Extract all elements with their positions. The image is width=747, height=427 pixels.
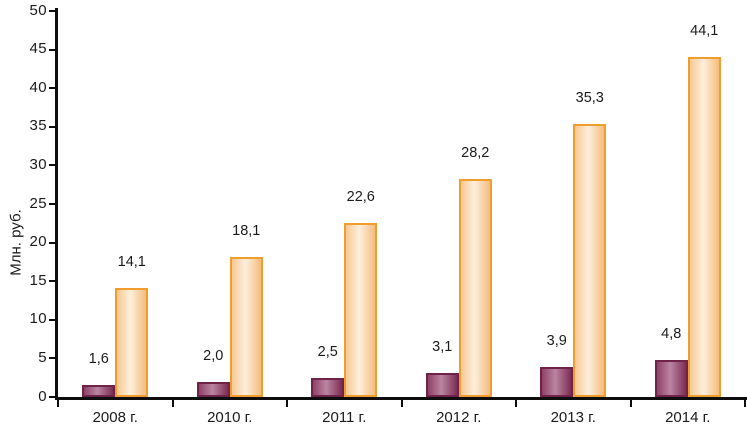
x-category-label: 2013 г. [550, 409, 596, 426]
x-category-label: 2011 г. [322, 409, 367, 426]
x-category-label: 2010 г. [207, 409, 253, 426]
bar-value-label: 3,1 [432, 339, 453, 356]
x-axis-tick [57, 400, 59, 407]
bar [540, 366, 574, 397]
bar-value-label: 1,6 [88, 350, 109, 367]
bar [115, 288, 149, 397]
bar [229, 257, 263, 397]
bar-value-label: 2,0 [203, 347, 224, 364]
y-axis-tick [49, 164, 55, 167]
bar-value-label: 3,9 [546, 332, 567, 349]
y-axis-tick [49, 318, 55, 321]
y-tick-label: 45 [29, 40, 47, 58]
y-axis-tick [49, 87, 55, 90]
bar [654, 359, 688, 397]
bar-value-label: 14,1 [117, 254, 146, 271]
bar [196, 381, 230, 397]
y-axis-tick [49, 48, 55, 51]
bar-value-label: 28,2 [461, 145, 490, 162]
y-axis-tick [49, 125, 55, 128]
bar [82, 384, 116, 397]
bar [458, 179, 492, 397]
y-axis-tick [49, 241, 55, 244]
y-tick-label: 35 [29, 117, 47, 135]
y-tick-label: 25 [29, 194, 47, 212]
x-category-label: 2008 г. [92, 409, 138, 426]
x-axis-tick [744, 400, 746, 407]
y-axis-line [55, 8, 58, 400]
y-tick-label: 10 [29, 310, 47, 328]
y-axis-tick [49, 396, 55, 398]
bar-value-label: 4,8 [661, 325, 682, 342]
y-axis-tick [49, 357, 55, 360]
bar-value-label: 22,6 [346, 188, 375, 205]
bar-value-label: 44,1 [690, 22, 719, 39]
x-axis-tick [286, 400, 288, 407]
x-axis-tick [400, 400, 403, 407]
y-tick-label: 50 [29, 1, 47, 19]
bar [425, 373, 459, 397]
y-axis-tick [49, 10, 55, 12]
y-tick-label: 0 [38, 387, 47, 405]
bar-value-label: 35,3 [575, 90, 604, 107]
x-axis-line [55, 397, 747, 400]
y-axis-tick [49, 280, 55, 283]
x-axis-tick [629, 400, 632, 407]
bar-value-label: 18,1 [232, 223, 261, 240]
y-tick-label: 40 [29, 78, 47, 96]
bar [344, 222, 378, 397]
bar [573, 124, 607, 397]
bar [311, 377, 345, 397]
bar [687, 56, 721, 397]
y-axis-tick [49, 203, 55, 205]
x-category-label: 2014 г. [665, 409, 711, 426]
y-tick-label: 15 [29, 271, 47, 289]
y-tick-label: 30 [29, 155, 47, 173]
y-tick-label: 5 [38, 348, 47, 366]
x-axis-tick [171, 400, 174, 407]
x-axis-tick [515, 400, 517, 407]
y-tick-label: 20 [29, 233, 47, 251]
x-category-label: 2012 г. [436, 409, 482, 426]
bar-value-label: 2,5 [317, 343, 338, 360]
